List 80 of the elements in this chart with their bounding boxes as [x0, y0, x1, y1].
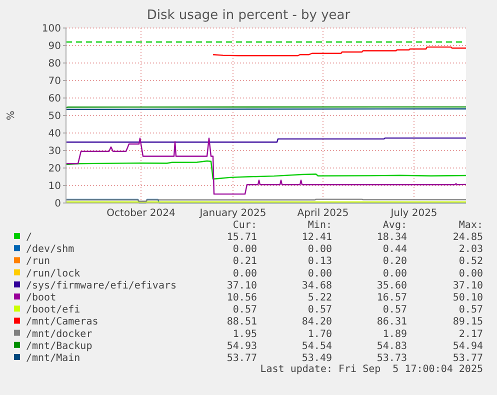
x-tick-label: October 2024 — [106, 208, 176, 219]
text: 5.22 — [308, 292, 332, 304]
legend-label: /mnt/docker — [26, 328, 92, 340]
text: 2.03 — [458, 244, 483, 256]
text: 0.20 — [382, 256, 407, 268]
text: 0.00 — [382, 268, 407, 280]
text: 88.51 — [226, 316, 257, 328]
text: 0.00 — [308, 244, 332, 256]
legend-label: /mnt/Backup — [26, 340, 92, 352]
text: 15.71 — [226, 232, 257, 243]
text: 54.94 — [452, 340, 483, 352]
text: 53.49 — [302, 353, 332, 364]
text: 54.54 — [302, 340, 332, 352]
text: 37.10 — [226, 280, 257, 292]
text: 18.34 — [376, 232, 407, 243]
y-tick-label: 20 — [48, 164, 61, 174]
line-series — [65, 138, 467, 195]
text: 0.00 — [458, 268, 483, 280]
x-tick-label: April 2025 — [297, 208, 349, 219]
legend-label: /run — [26, 256, 50, 268]
y-tick-label: 0 — [54, 198, 61, 210]
text: 0.00 — [308, 268, 332, 280]
text: 0.13 — [308, 256, 332, 268]
text: 54.93 — [226, 340, 257, 352]
text: 53.77 — [226, 353, 257, 364]
text: 0.57 — [382, 304, 407, 316]
text: 0.57 — [232, 304, 257, 316]
text: 0.44 — [382, 244, 407, 256]
text: 34.68 — [302, 280, 332, 292]
text: 53.73 — [376, 353, 407, 364]
text: 24.85 — [452, 232, 483, 243]
text: 84.20 — [302, 316, 332, 328]
y-tick-label: 70 — [48, 76, 61, 87]
text: 37.10 — [452, 280, 483, 292]
text: 86.31 — [376, 316, 407, 328]
y-tick-label: 30 — [48, 146, 61, 157]
y-tick-label: 10 — [48, 181, 61, 192]
legend-label: /mnt/Main — [26, 353, 80, 364]
text: 1.95 — [232, 328, 257, 340]
text: Last update: Fri Sep 5 17:00:04 2025 — [260, 364, 483, 376]
y-tick-label: 90 — [48, 41, 61, 52]
text: 12.41 — [302, 232, 332, 243]
x-tick-label: July 2025 — [390, 208, 438, 219]
text: 35.60 — [376, 280, 407, 292]
text: Max: — [458, 220, 483, 231]
legend-label: /boot/efi — [26, 304, 80, 316]
text: 1.89 — [382, 328, 407, 340]
text: 54.83 — [376, 340, 407, 352]
y-tick-label: 80 — [48, 58, 61, 70]
text: Cur: — [232, 220, 257, 231]
legend-label: /run/lock — [26, 268, 80, 280]
y-tick-label: 40 — [48, 128, 61, 140]
legend-label: /sys/firmware/efi/efivars — [26, 280, 177, 292]
y-tick-label: 60 — [48, 94, 61, 104]
text: 0.57 — [458, 304, 483, 316]
text: 89.15 — [452, 316, 483, 328]
text: 0.00 — [232, 268, 257, 280]
text: 2.17 — [458, 328, 483, 340]
text: 0.52 — [458, 256, 483, 268]
text: 0.21 — [232, 256, 257, 268]
text: 1.70 — [308, 328, 332, 340]
text: Avg: — [382, 220, 407, 231]
text: 10.56 — [226, 292, 257, 304]
text: 0.57 — [308, 304, 332, 316]
line-series — [212, 46, 467, 56]
y-tick-label: 100 — [42, 24, 61, 34]
text: 16.57 — [376, 292, 407, 304]
legend-label: /mnt/Cameras — [26, 316, 98, 328]
y-tick-label: 50 — [48, 111, 61, 122]
chart-title: Disk usage in percent - by year — [146, 8, 351, 23]
text: 50.10 — [452, 292, 483, 304]
text: 0.00 — [232, 244, 257, 256]
x-tick-label: January 2025 — [198, 208, 266, 219]
line-series — [65, 160, 467, 180]
legend-label: /dev/shm — [26, 244, 74, 256]
y-axis-title: % — [6, 110, 17, 120]
legend-label: /boot — [26, 292, 56, 304]
legend-label: / — [26, 232, 32, 243]
text: 53.77 — [452, 353, 483, 364]
text: Min: — [308, 220, 332, 231]
